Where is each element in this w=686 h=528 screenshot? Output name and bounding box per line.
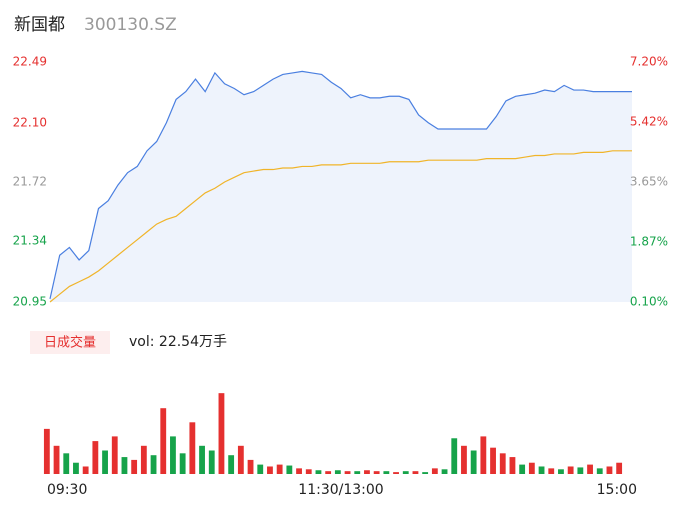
legend-box (30, 331, 110, 354)
volume-bar (538, 466, 545, 474)
volume-bar (344, 471, 351, 474)
volume-bar (412, 471, 419, 474)
volume-bar (577, 467, 584, 474)
volume-bar (208, 450, 215, 474)
volume-bar (267, 466, 273, 474)
volume-bar (276, 464, 283, 474)
y-tick-label: 22.10 (13, 115, 47, 129)
volume-bar (422, 472, 429, 474)
volume-bar (170, 436, 176, 474)
volume-bar (160, 408, 167, 474)
line-average (49, 150, 632, 303)
volume-bar (558, 469, 564, 474)
x-tick-label: 11:30/13:00 (298, 482, 383, 498)
volume-bar (354, 471, 361, 474)
volume-bar (63, 453, 70, 474)
line-price (49, 70, 632, 300)
volume-bar (509, 457, 516, 474)
volume-bar (131, 459, 138, 474)
volume-bar (286, 465, 293, 474)
y2-tick-label: 0.10% (630, 295, 668, 309)
volume-bar (587, 464, 593, 474)
x-tick-label: 15:00 (597, 482, 637, 498)
volume-bar (451, 438, 458, 474)
volume-bar (596, 468, 603, 474)
volume-bar (393, 472, 399, 474)
volume-bar (528, 462, 535, 474)
volume-bar (364, 470, 370, 474)
y-tick-label: 21.34 (13, 234, 47, 248)
y2-tick-label: 3.65% (630, 175, 668, 189)
volume-bar (121, 457, 128, 474)
volume-bar (247, 459, 254, 474)
volume-bar (237, 445, 244, 474)
volume-bar (228, 455, 235, 474)
volume-bar (402, 471, 409, 474)
y-tick-label: 22.49 (13, 55, 47, 69)
volume-bar (150, 455, 157, 474)
volume-bar (92, 441, 99, 474)
volume-bar (519, 464, 526, 474)
volume-bar (140, 445, 147, 474)
volume-bar (490, 447, 496, 474)
volume-bar (111, 436, 118, 474)
volume-bar (199, 445, 205, 474)
volume-bar (296, 468, 302, 474)
volume-bar (548, 468, 555, 474)
volume-bar (383, 471, 390, 474)
volume-bar (606, 466, 613, 474)
volume-bar (499, 453, 506, 474)
volume-bar (431, 468, 438, 474)
y2-tick-label: 1.87% (630, 235, 668, 249)
volume-bar (53, 445, 60, 474)
volume-bar (441, 469, 448, 474)
stock-name: 新国都 (14, 15, 65, 35)
volume-bar (43, 428, 50, 474)
stock-code: 300130.SZ (84, 15, 177, 35)
price-area (50, 71, 632, 302)
volume-bar (616, 462, 623, 474)
volume-bar (179, 453, 186, 474)
y-tick-label: 20.95 (13, 295, 47, 309)
volume-bar (334, 470, 341, 474)
x-tick-label: 09:30 (47, 482, 87, 498)
volume-annotation: vol: 22.54万手 (129, 334, 227, 350)
volume-bar (373, 471, 380, 474)
volume-bar (73, 462, 79, 474)
volume-bar (567, 466, 574, 474)
y2-tick-label: 7.20% (630, 55, 668, 69)
volume-bar (102, 450, 108, 474)
volume-bar (305, 469, 312, 474)
y-tick-label: 21.72 (13, 175, 47, 189)
y2-tick-label: 5.42% (630, 115, 668, 129)
volume-bar (218, 393, 225, 474)
volume-bar (257, 464, 264, 474)
volume-bar (470, 450, 477, 474)
volume-bar (461, 445, 467, 474)
volume-bar (480, 436, 487, 474)
volume-bar (189, 422, 196, 474)
volume-bar (82, 466, 89, 474)
volume-bar (325, 471, 332, 474)
legend: 日成交量 (44, 335, 96, 351)
volume-bar (315, 470, 322, 474)
